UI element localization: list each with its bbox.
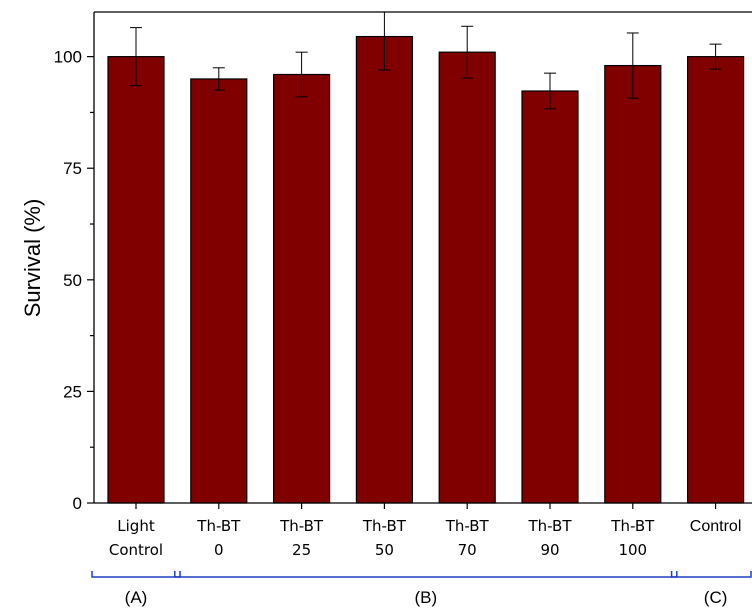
group-label: (B)	[414, 588, 437, 607]
group-label: (A)	[125, 588, 148, 607]
x-tick-label: Th-BT	[445, 517, 490, 535]
group-label: (C)	[704, 588, 728, 607]
x-tick-label: 25	[292, 541, 311, 559]
x-ticks-layer: Light Control Th-BT 0 Th-BT 25 Th-BT 50 Th-BT 70 T…	[109, 503, 742, 559]
error-bars-layer	[130, 12, 722, 110]
x-tick-label: Th-BT	[610, 517, 655, 535]
x-tick-label: 100	[618, 541, 647, 559]
bar	[107, 56, 165, 504]
bar	[355, 35, 413, 504]
y-tick-label: 25	[63, 382, 82, 401]
bar	[190, 78, 248, 504]
bar	[521, 90, 579, 504]
x-tick-label: 90	[540, 541, 559, 559]
group-bracket	[174, 571, 678, 578]
x-tick-label: Control	[690, 518, 742, 535]
y-tick-label: 0	[73, 494, 82, 513]
x-tick-label: 50	[375, 541, 394, 559]
x-tick-label: Th-BT	[279, 517, 324, 535]
x-tick-label: Light	[117, 517, 155, 535]
x-tick-label: Control	[109, 541, 163, 559]
group-bracket	[91, 571, 181, 578]
x-tick-label: Th-BT	[527, 517, 572, 535]
group-brackets-layer: (A) (B) (C)	[91, 571, 752, 607]
bar	[686, 56, 745, 504]
bars-layer	[107, 35, 745, 504]
y-axis-label: Survival (%)	[20, 199, 45, 318]
bar	[604, 64, 662, 504]
y-tick-label: 50	[63, 271, 82, 290]
group-bracket	[670, 571, 752, 578]
x-tick-label: Th-BT	[196, 517, 241, 535]
bar	[438, 51, 496, 504]
axes-layer	[93, 11, 752, 504]
bar	[273, 73, 331, 504]
y-tick-label: 100	[54, 48, 82, 67]
x-tick-label: 70	[458, 541, 477, 559]
y-ticks-layer: 0 25 50 75 100	[54, 48, 94, 513]
y-tick-label: 75	[63, 159, 82, 178]
x-tick-label: Th-BT	[362, 517, 407, 535]
x-tick-label: 0	[214, 541, 224, 559]
